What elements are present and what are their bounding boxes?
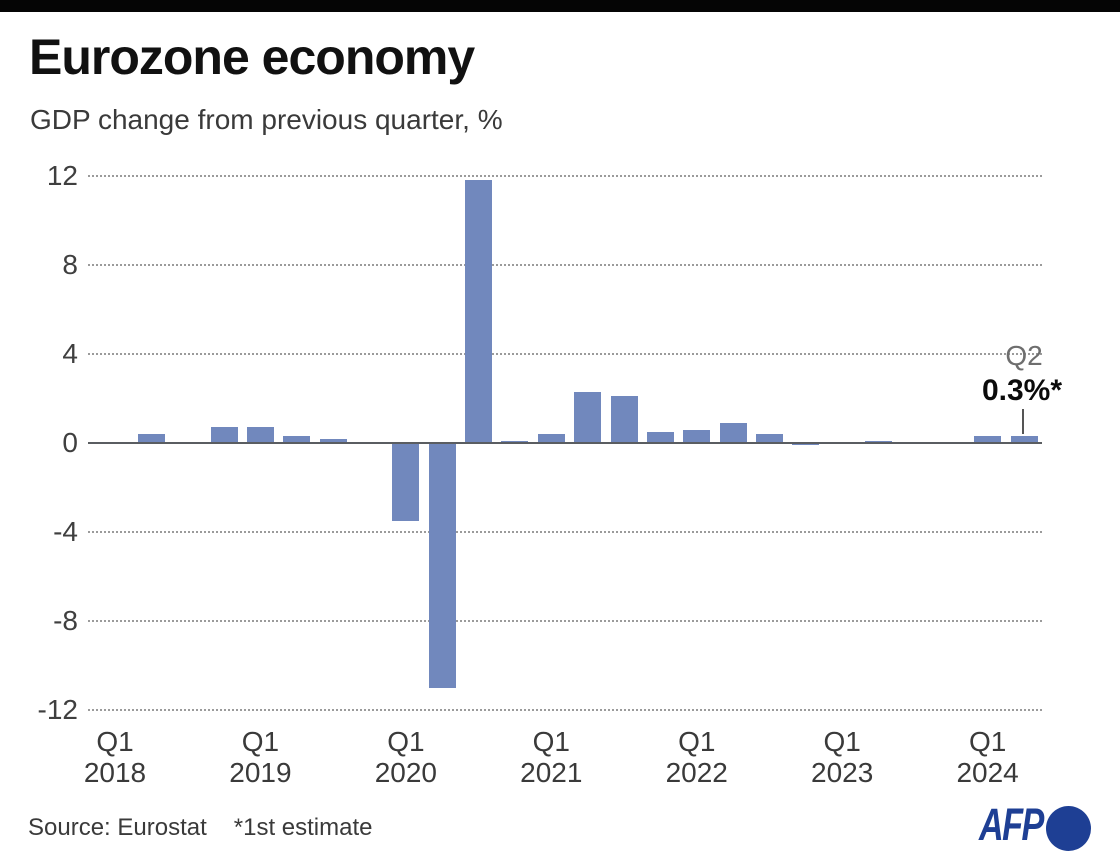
top-border-bar <box>0 0 1120 12</box>
y-tick-label: 0 <box>62 427 78 458</box>
x-tick-quarter: Q1 <box>968 726 1007 757</box>
bar-q3-2020 <box>465 180 493 443</box>
y-tick-label: 12 <box>46 160 78 191</box>
bar-q1-2024 <box>974 436 1002 443</box>
gridline-4 <box>88 353 1042 355</box>
bar-q3-2022 <box>755 434 783 443</box>
bar-q3-2021 <box>610 396 638 443</box>
x-tick-quarter: Q1 <box>532 726 570 757</box>
bar-q2-2023 <box>865 440 893 443</box>
x-tick-label-2022: Q1 2022 <box>637 726 757 788</box>
bar-q3-2019 <box>319 438 347 443</box>
x-tick-quarter: Q1 <box>678 726 716 757</box>
y-tick-label: 8 <box>62 249 78 280</box>
x-tick-year: 2020 <box>374 757 438 788</box>
bar-q4-2018 <box>210 427 238 443</box>
x-tick-label-2018: Q1 2018 <box>55 726 175 788</box>
y-tick-label: -8 <box>53 605 78 636</box>
bar-q2-2024 <box>1010 436 1038 443</box>
x-tick-year: 2023 <box>811 757 874 788</box>
bar-q2-2020 <box>428 443 456 688</box>
afp-logo-circle-icon <box>1046 806 1091 851</box>
x-tick-year: 2022 <box>665 757 728 788</box>
x-tick-label-2021: Q1 2021 <box>491 726 611 788</box>
x-tick-label-2020: Q1 2020 <box>346 726 466 788</box>
bar-q1-2020 <box>392 443 420 521</box>
estimate-note: *1st estimate <box>233 814 373 841</box>
annotation-value-label: 0.3%* <box>981 374 1063 407</box>
annotation-quarter-label: Q2 <box>1005 340 1043 371</box>
y-tick-label: 4 <box>62 338 78 369</box>
gridline-12 <box>88 175 1042 177</box>
x-tick-year: 2018 <box>83 757 147 788</box>
x-tick-quarter: Q1 <box>241 726 280 757</box>
afp-logo-text: AFP <box>979 799 1044 850</box>
x-tick-year: 2024 <box>956 757 1019 788</box>
source-line: Source: Eurostat *1st estimate <box>28 814 373 842</box>
zero-axis-line <box>88 442 1042 444</box>
bar-q2-2018 <box>137 434 165 443</box>
page-title: Eurozone economy <box>29 29 475 85</box>
bar-q1-2022 <box>683 429 711 443</box>
chart-subtitle: GDP change from previous quarter, % <box>30 104 503 135</box>
annotation-pointer-line <box>1022 409 1024 434</box>
bar-q2-2021 <box>574 391 602 443</box>
x-tick-quarter: Q1 <box>387 726 425 757</box>
bar-q4-2020 <box>501 440 529 443</box>
x-tick-quarter: Q1 <box>96 726 134 757</box>
gridline--8 <box>88 620 1042 622</box>
x-tick-label-2024: Q1 2024 <box>928 726 1048 788</box>
bar-q2-2019 <box>283 436 311 443</box>
y-tick-label: -12 <box>37 694 78 725</box>
x-tick-year: 2021 <box>520 757 583 788</box>
bar-q1-2019 <box>246 427 274 443</box>
y-tick-label: -4 <box>53 516 78 547</box>
source-label: Source: Eurostat <box>28 814 207 841</box>
bar-q4-2022 <box>792 443 820 446</box>
x-tick-year: 2019 <box>229 757 292 788</box>
bar-q4-2021 <box>646 431 674 443</box>
gridline--4 <box>88 531 1042 533</box>
x-tick-label-2023: Q1 2023 <box>782 726 902 788</box>
bar-q2-2022 <box>719 422 747 443</box>
x-tick-quarter: Q1 <box>823 726 861 757</box>
gridline--12 <box>88 709 1042 711</box>
x-tick-label-2019: Q1 2019 <box>200 726 320 788</box>
gridline-8 <box>88 264 1042 266</box>
bar-q1-2021 <box>537 434 565 443</box>
